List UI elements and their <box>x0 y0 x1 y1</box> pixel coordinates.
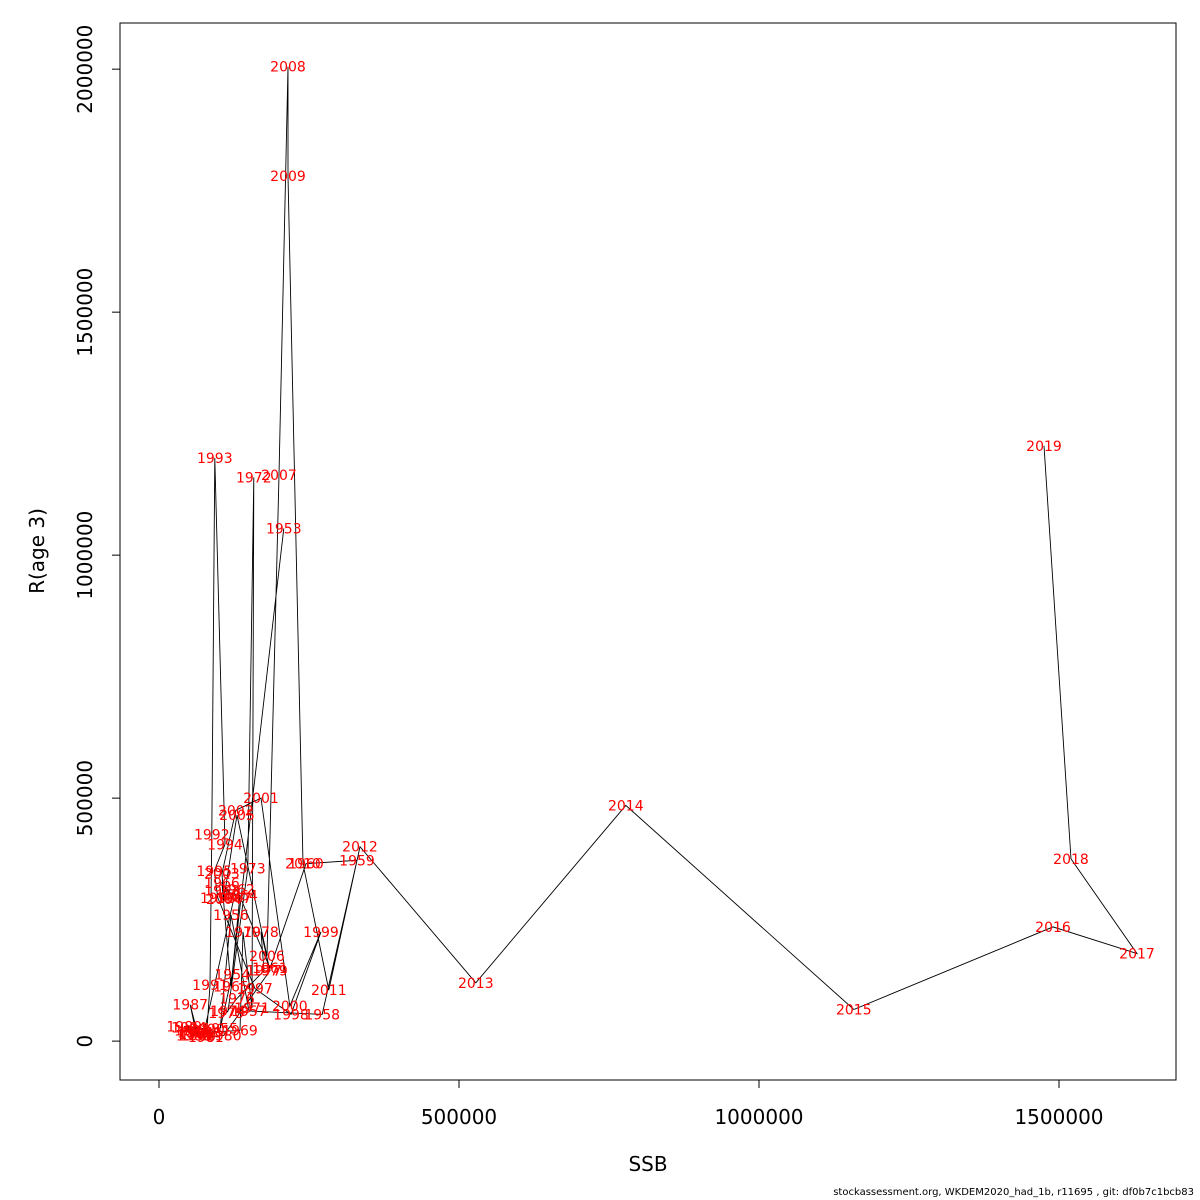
year-label-1972: 1972 <box>236 470 272 486</box>
x-tick-label: 0 <box>153 1105 166 1129</box>
year-label-1981: 1981 <box>188 1030 224 1046</box>
year-label-1965: 1965 <box>213 980 249 996</box>
y-axis: 0 500000 1000000 1500000 2000000 <box>73 25 121 1048</box>
year-label-2007: 2007 <box>261 468 297 484</box>
year-label-1985: 1985 <box>176 1028 212 1044</box>
year-label-1966: 1966 <box>204 876 240 892</box>
year-label-1983: 1983 <box>177 1025 213 1041</box>
year-label-1988: 1988 <box>180 1028 216 1044</box>
year-label-1996: 1996 <box>200 891 236 907</box>
year-label-1967: 1967 <box>216 891 252 907</box>
year-label-1954: 1954 <box>214 968 250 984</box>
year-label-1963: 1963 <box>204 883 240 899</box>
footer-credit: stockassessment.org, WKDEM2020_had_1b, r… <box>833 1187 1194 1198</box>
year-label-1976: 1976 <box>219 991 255 1007</box>
year-label-1986: 1986 <box>178 1027 214 1043</box>
year-label-1974: 1974 <box>210 1004 246 1020</box>
year-label-2019: 2019 <box>1026 439 1062 455</box>
year-label-1975: 1975 <box>208 1006 244 1022</box>
x-tick-label: 1500000 <box>1014 1105 1103 1129</box>
year-label-1995: 1995 <box>196 864 232 880</box>
year-label-1970: 1970 <box>225 925 261 941</box>
year-label-1991: 1991 <box>192 978 228 994</box>
year-labels: 1953 1954 1955 1956 1957 1958 1959 1960 1961 1962… <box>166 60 1154 1046</box>
year-label-1968: 1968 <box>186 1025 222 1041</box>
year-label-1992: 1992 <box>194 828 230 844</box>
year-label-1999: 1999 <box>303 925 339 941</box>
year-label-2008: 2008 <box>270 60 306 76</box>
year-label-1960: 1960 <box>288 857 324 873</box>
year-label-2012: 2012 <box>342 840 378 856</box>
y-tick-label: 0 <box>73 1035 97 1048</box>
x-axis-title: SSB <box>628 1152 667 1176</box>
year-label-1973: 1973 <box>230 862 266 878</box>
year-label-2014: 2014 <box>608 798 644 814</box>
year-label-1982: 1982 <box>174 1023 210 1039</box>
ssb-recruitment-path <box>183 66 1139 1038</box>
year-label-2017: 2017 <box>1119 947 1155 963</box>
year-label-1979: 1979 <box>252 964 288 980</box>
year-label-2016: 2016 <box>1035 920 1071 936</box>
year-label-2010: 2010 <box>285 857 321 873</box>
year-label-2004: 2004 <box>206 892 242 908</box>
x-axis: 0 500000 1000000 1500000 <box>153 1079 1104 1129</box>
year-label-1956: 1956 <box>213 908 249 924</box>
year-label-2001: 2001 <box>243 791 279 807</box>
year-label-1955: 1955 <box>202 1021 238 1037</box>
year-label-2018: 2018 <box>1053 852 1089 868</box>
year-label-1984: 1984 <box>171 1021 207 1037</box>
x-tick-label: 500000 <box>421 1105 497 1129</box>
x-tick-label: 1000000 <box>714 1105 803 1129</box>
year-label-1980: 1980 <box>206 1028 242 1044</box>
year-label-1997: 1997 <box>237 982 273 998</box>
year-label-2000: 2000 <box>272 999 308 1015</box>
year-label-2005: 2005 <box>219 808 255 824</box>
year-label-1953: 1953 <box>266 521 302 537</box>
year-label-2002: 2002 <box>218 803 254 819</box>
year-label-1998: 1998 <box>273 1007 309 1023</box>
year-label-1987: 1987 <box>172 998 208 1014</box>
year-label-1961: 1961 <box>252 961 288 977</box>
year-label-2006: 2006 <box>249 949 285 965</box>
year-label-1978: 1978 <box>243 925 279 941</box>
year-label-1977: 1977 <box>246 964 282 980</box>
y-tick-label: 1500000 <box>73 268 97 357</box>
y-tick-label: 2000000 <box>73 25 97 114</box>
year-label-1993: 1993 <box>197 451 233 467</box>
year-label-2011: 2011 <box>311 983 347 999</box>
year-label-1962: 1962 <box>219 882 255 898</box>
y-tick-label: 1000000 <box>73 511 97 600</box>
year-label-1957: 1957 <box>231 1004 267 1020</box>
year-label-1989: 1989 <box>166 1020 202 1036</box>
year-label-2009: 2009 <box>270 169 306 185</box>
y-tick-label: 500000 <box>73 760 97 836</box>
year-label-1969: 1969 <box>222 1023 258 1039</box>
year-label-1958: 1958 <box>304 1007 340 1023</box>
year-label-2003: 2003 <box>204 866 240 882</box>
year-label-1971: 1971 <box>234 1001 270 1017</box>
year-label-2015: 2015 <box>836 1003 872 1019</box>
recruitment-series-line <box>183 66 1139 1038</box>
year-label-1959: 1959 <box>339 853 375 869</box>
y-axis-title: R(age 3) <box>25 508 49 594</box>
year-label-1964: 1964 <box>222 888 258 904</box>
year-label-1990: 1990 <box>189 1022 225 1038</box>
year-label-1994: 1994 <box>207 837 243 853</box>
year-label-2013: 2013 <box>458 976 494 992</box>
